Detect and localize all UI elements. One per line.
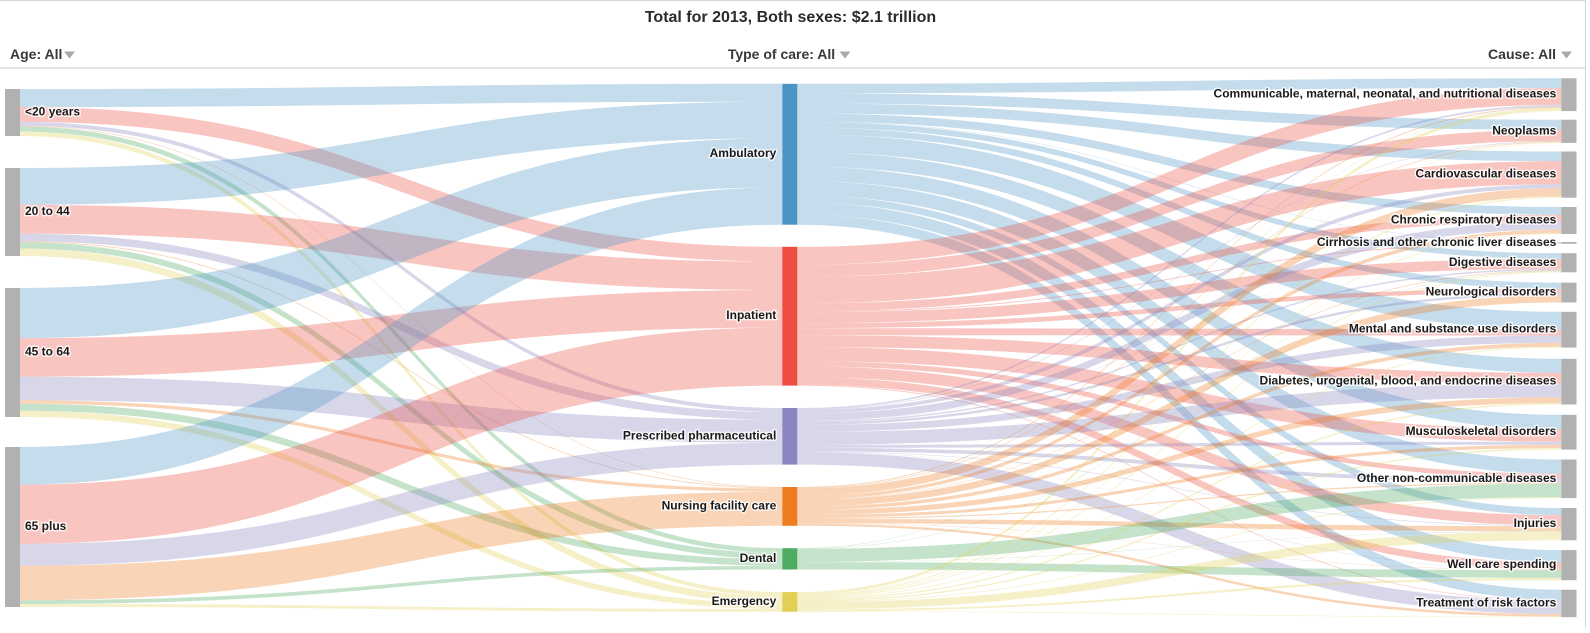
svg-text:Chronic respiratory diseases: Chronic respiratory diseases <box>1391 213 1557 227</box>
svg-text:Cause: All: Cause: All <box>1488 46 1556 62</box>
svg-text:<20 years: <20 years <box>25 105 80 119</box>
svg-text:Emergency: Emergency <box>712 594 777 608</box>
svg-text:Well care spending: Well care spending <box>1447 557 1556 571</box>
svg-text:20 to 44: 20 to 44 <box>25 204 70 218</box>
svg-text:Neurological disorders: Neurological disorders <box>1426 285 1557 299</box>
svg-text:Prescribed pharmaceutical: Prescribed pharmaceutical <box>623 428 776 442</box>
svg-text:65 plus: 65 plus <box>25 519 67 533</box>
svg-text:Inpatient: Inpatient <box>726 308 776 322</box>
svg-text:Other non-communicable disease: Other non-communicable diseases <box>1357 471 1557 485</box>
svg-text:Communicable, maternal, neonat: Communicable, maternal, neonatal, and nu… <box>1214 87 1557 101</box>
svg-text:Diabetes, urogenital, blood, a: Diabetes, urogenital, blood, and endocri… <box>1260 374 1557 388</box>
svg-text:Type of care: All: Type of care: All <box>728 46 835 62</box>
svg-text:Mental and substance use disor: Mental and substance use disorders <box>1349 322 1557 336</box>
svg-text:Cardiovascular diseases: Cardiovascular diseases <box>1416 167 1557 181</box>
svg-text:Digestive diseases: Digestive diseases <box>1449 255 1557 269</box>
svg-text:Ambulatory: Ambulatory <box>710 146 777 160</box>
svg-text:Treatment of risk factors: Treatment of risk factors <box>1416 596 1556 610</box>
svg-text:Total for 2013, Both sexes: $2: Total for 2013, Both sexes: $2.1 trillio… <box>645 9 936 26</box>
svg-text:Injuries: Injuries <box>1514 516 1557 530</box>
svg-text:Dental: Dental <box>740 551 777 565</box>
svg-text:Nursing facility care: Nursing facility care <box>662 498 777 512</box>
svg-text:Neoplasms: Neoplasms <box>1492 123 1556 137</box>
svg-text:Cirrhosis and other chronic li: Cirrhosis and other chronic liver diseas… <box>1317 235 1557 249</box>
svg-text:Age: All: Age: All <box>10 46 62 62</box>
svg-text:45 to 64: 45 to 64 <box>25 345 70 359</box>
svg-text:Musculoskeletal disorders: Musculoskeletal disorders <box>1406 424 1557 438</box>
